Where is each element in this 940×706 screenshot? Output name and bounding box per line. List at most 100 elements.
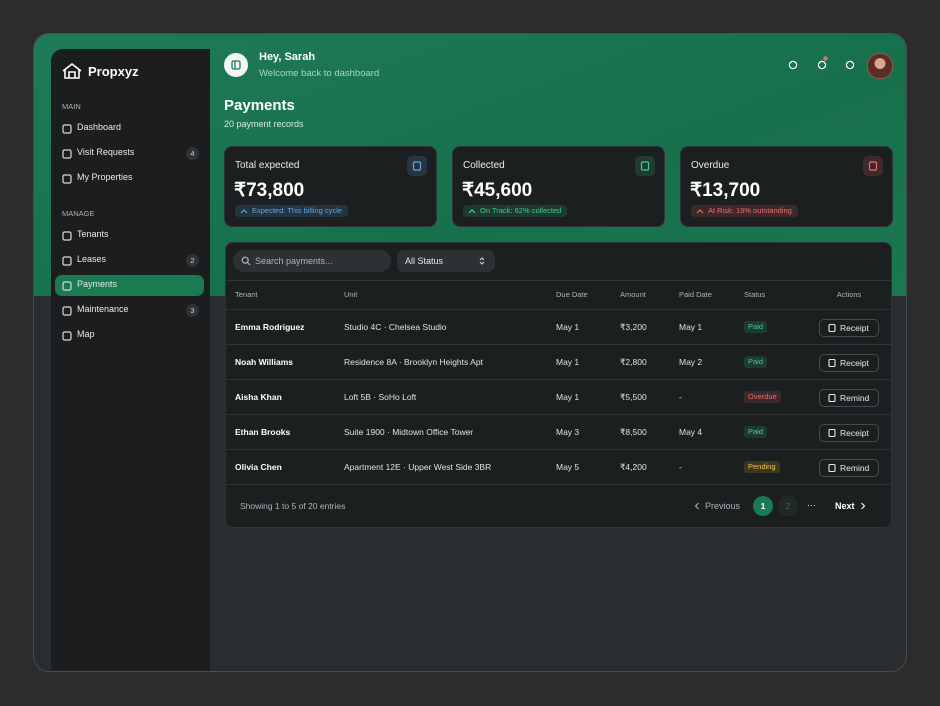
nav-label: Dashboard — [77, 122, 122, 132]
card-title: Overdue — [691, 160, 730, 171]
badge-label: Expected: — [252, 206, 286, 215]
page-button[interactable]: 1 — [753, 496, 773, 516]
row-divider — [226, 379, 891, 380]
nav-item[interactable]: Payments — [55, 275, 204, 296]
nav-icon — [62, 256, 72, 266]
action-label: Remind — [840, 393, 870, 403]
nav-icon — [62, 281, 72, 291]
table-cell: May 5 — [556, 462, 580, 472]
stat-card: Collected ₹45,600 On Track: 62% collected — [452, 146, 665, 227]
nav-icon — [62, 231, 72, 241]
action-button[interactable]: Receipt — [819, 424, 879, 442]
action-label: Remind — [840, 463, 870, 473]
card-icon-glyph — [412, 161, 422, 171]
card-badge: At Risk: 19% outstanding — [691, 205, 798, 217]
nav-label: Map — [77, 329, 95, 339]
status-filter-label: All Status — [405, 256, 444, 266]
table-cell: - — [679, 462, 682, 472]
nav-item[interactable]: Visit Requests 4 — [55, 143, 204, 164]
column-header: Due Date — [556, 290, 588, 299]
action-button[interactable]: Remind — [819, 459, 879, 477]
action-button[interactable]: Receipt — [819, 319, 879, 337]
badge-icon — [696, 209, 704, 214]
table-cell: Loft 5B · SoHo Loft — [344, 392, 417, 402]
page-subtitle: 20 payment records — [224, 119, 304, 129]
brand-logo — [62, 63, 82, 79]
nav-label: Leases — [77, 254, 107, 264]
nav-item[interactable]: Map — [55, 325, 204, 346]
card-value: ₹73,800 — [234, 180, 305, 201]
card-title: Collected — [463, 160, 505, 171]
next-button[interactable]: Next — [835, 501, 855, 511]
action-button[interactable]: Remind — [819, 389, 879, 407]
column-header: Amount — [620, 290, 646, 299]
pagination-summary: Showing 1 to 5 of 20 entries — [240, 501, 346, 511]
action-icon — [828, 394, 836, 402]
column-header: Unit — [344, 290, 358, 299]
section-title: MANAGE — [62, 209, 95, 218]
table-panel: Search payments... All Status Tenant Unit Du… — [225, 242, 892, 528]
badge-text: 19% outstanding — [735, 206, 792, 215]
sidebar-toggle[interactable] — [224, 53, 248, 77]
nav-item[interactable]: Leases 2 — [55, 250, 204, 271]
app-frame: Propxyz MAIN Dashboard Visit Requests 4 My Pr… — [33, 33, 907, 672]
previous-button[interactable]: Previous — [705, 501, 741, 511]
row-divider — [226, 309, 891, 310]
badge-icon — [240, 209, 248, 214]
header-icon — [788, 60, 798, 70]
card-badge: Expected: This billing cycle — [235, 205, 348, 217]
toolbar-divider — [226, 280, 891, 281]
page-button[interactable]: 2 — [778, 496, 798, 516]
search-input[interactable]: Search payments... — [233, 250, 391, 272]
table-cell: - — [679, 392, 682, 402]
table-cell: Apartment 12E · Upper West Side 3BR — [344, 462, 492, 472]
badge-label: At Risk: — [708, 206, 734, 215]
greeting-subtitle: Welcome back to dashboard — [259, 68, 380, 79]
table-cell: May 2 — [679, 357, 703, 367]
card-icon — [635, 156, 655, 176]
card-title: Total expected — [235, 160, 300, 171]
action-label: Receipt — [840, 358, 869, 368]
nav-badge: 3 — [186, 304, 199, 317]
nav-label: My Properties — [77, 172, 133, 182]
nav-badge: 2 — [186, 254, 199, 267]
table-cell: Olivia Chen — [235, 462, 282, 472]
card-icon-glyph — [868, 161, 878, 171]
nav-icon — [62, 306, 72, 316]
nav-icon — [62, 124, 72, 134]
card-value: ₹45,600 — [462, 180, 533, 201]
nav-item[interactable]: My Properties — [55, 168, 204, 189]
card-icon-glyph — [640, 161, 650, 171]
table-cell: Emma Rodriguez — [235, 322, 305, 332]
badge-icon — [468, 209, 476, 214]
table-cell: ₹3,200 — [620, 322, 647, 332]
column-header: Paid Date — [679, 290, 712, 299]
stat-card: Overdue ₹13,700 At Risk: 19% outstanding — [680, 146, 893, 227]
select-chevron — [479, 257, 485, 265]
action-icon — [828, 359, 836, 367]
table-cell: May 1 — [556, 392, 580, 402]
nav-label: Maintenance — [77, 304, 129, 314]
status-pill: Paid — [744, 321, 768, 333]
table-cell: Ethan Brooks — [235, 427, 291, 437]
table-cell: Suite 1900 · Midtown Office Tower — [344, 427, 474, 437]
table-cell: ₹5,500 — [620, 392, 647, 402]
nav-item[interactable]: Dashboard — [55, 118, 204, 139]
row-divider — [226, 484, 891, 485]
pagination-ellipsis: ··· — [807, 500, 816, 510]
nav-item[interactable]: Maintenance 3 — [55, 300, 204, 321]
header-icon — [817, 60, 827, 70]
nav-item[interactable]: Tenants — [55, 225, 204, 246]
badge-text: This billing cycle — [287, 206, 342, 215]
toggle-icon — [231, 60, 241, 70]
table-cell: ₹2,800 — [620, 357, 647, 367]
stat-card: Total expected ₹73,800 Expected: This bill… — [224, 146, 437, 227]
badge-label: On Track: — [480, 206, 513, 215]
row-divider — [226, 449, 891, 450]
sidebar: Propxyz MAIN Dashboard Visit Requests 4 My Pr… — [51, 49, 210, 671]
status-filter[interactable]: All Status — [397, 250, 495, 272]
search-icon — [241, 256, 251, 266]
avatar[interactable] — [867, 53, 893, 79]
action-button[interactable]: Receipt — [819, 354, 879, 372]
